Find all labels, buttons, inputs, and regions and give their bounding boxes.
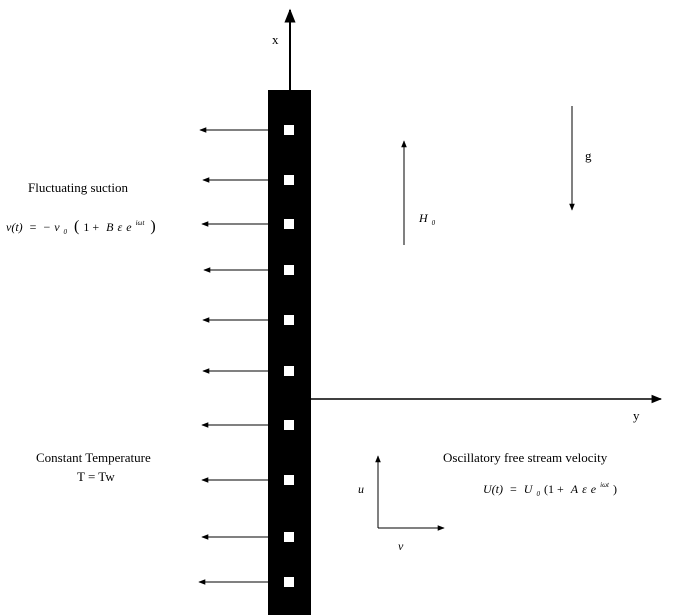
suction-equation: v(t) = − v 0 ( 1 + B ε e iωt ) [6,212,156,238]
plate-hole [284,420,294,430]
free-stream-title: Oscillatory free stream velocity [443,450,608,465]
plate-hole [284,475,294,485]
plate-hole [284,265,294,275]
temperature-title: Constant Temperature [36,450,151,465]
plate-hole [284,175,294,185]
svg-text:v(t) = − v: v(t) = − v 0 ( 1 + B ε e iωt ) [6,212,156,238]
magnetic-field-label: H 0 [418,209,436,227]
plate-holes [284,125,294,587]
plate-hole [284,125,294,135]
x-axis-label: x [272,32,279,47]
plate-hole [284,577,294,587]
v-component-label: v [398,539,404,553]
suction-arrows [198,127,268,585]
gravity-label: g [585,148,592,163]
y-axis-label: y [633,408,640,423]
svg-text:U(t) = U 0: U(t) = U 0 (1 + A ε e iωt ) [483,474,617,500]
u-component-label: u [358,482,364,496]
plate-hole [284,219,294,229]
free-stream-equation: U(t) = U 0 (1 + A ε e iωt ) [483,474,617,500]
plate-hole [284,532,294,542]
plate-hole [284,315,294,325]
temperature-equation: T = Tw [77,469,115,484]
plate-hole [284,366,294,376]
suction-title: Fluctuating suction [28,180,129,195]
